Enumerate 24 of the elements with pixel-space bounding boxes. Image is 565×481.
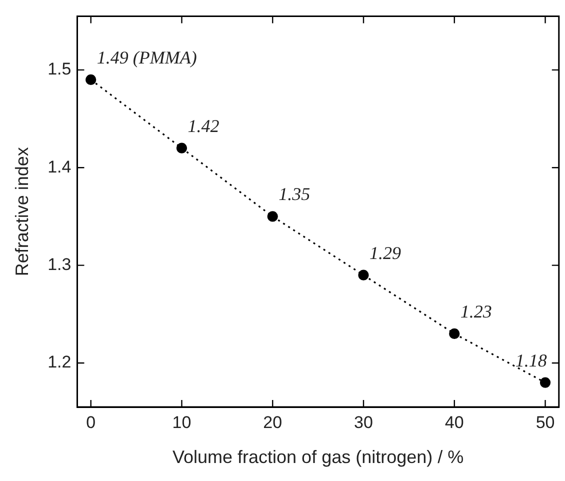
point (540, 377, 551, 388)
data-label: 1.18 (515, 350, 547, 370)
data-label: 1.49 (PMMA) (96, 47, 197, 68)
y-tick-label: 1.2 (48, 352, 72, 372)
point (449, 328, 460, 340)
y-tick-label: 1.4 (48, 157, 72, 176)
point (176, 142, 188, 154)
x-axis-title: Volume fraction of gas (nitrogen) / % (172, 447, 464, 468)
x-tick-label: 50 (536, 412, 555, 432)
y-tick-label: 1.5 (48, 60, 72, 79)
x-tick-label: 40 (444, 412, 464, 432)
point (358, 270, 369, 280)
point (267, 211, 278, 222)
point (86, 74, 96, 86)
data-label: 1.29 (370, 242, 402, 263)
y-axis-title: Refractive index (12, 147, 32, 276)
x-tick-label: 0 (86, 412, 96, 432)
data-label: 1.35 (278, 184, 310, 204)
x-tick-label: 30 (354, 412, 373, 432)
x-tick-label: 10 (172, 412, 192, 432)
data-label: 1.23 (460, 301, 492, 322)
x-tick-label: 20 (263, 412, 282, 432)
y-tick-label: 1.3 (48, 255, 72, 274)
data-label: 1.42 (188, 116, 220, 136)
